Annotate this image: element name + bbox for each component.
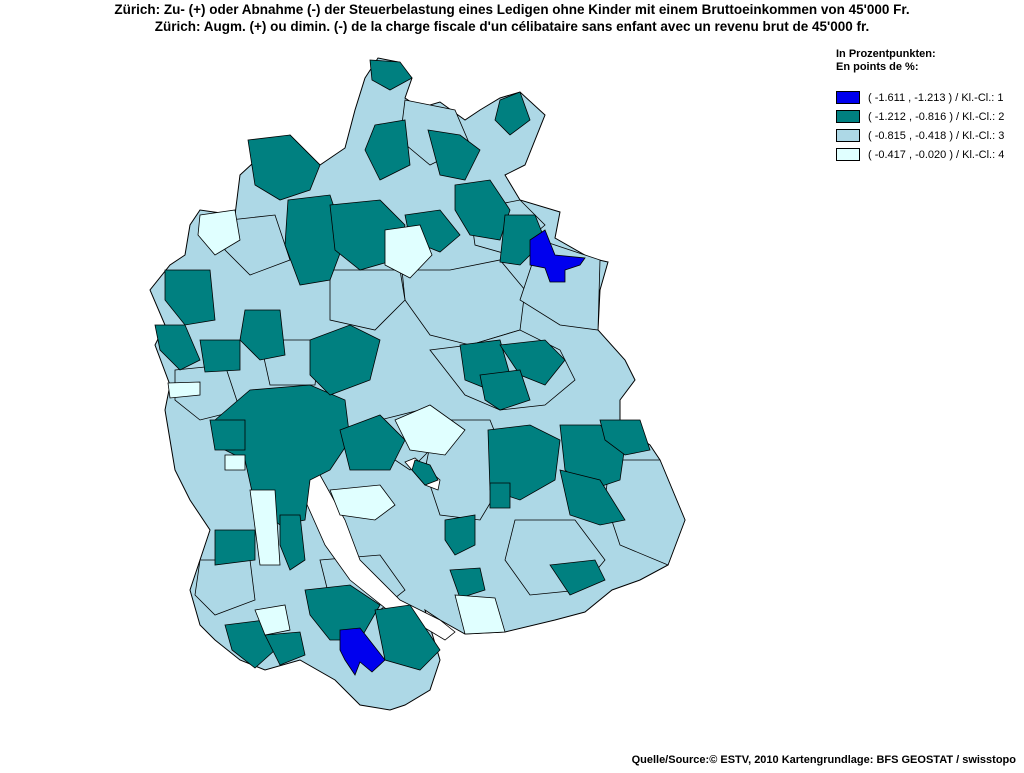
legend-items: ( -1.611 , -1.213 ) / Kl.-Cl.: 1 ( -1.21…: [836, 88, 1004, 164]
legend-item: ( -0.417 , -0.020 ) / Kl.-Cl.: 4: [836, 145, 1004, 164]
source-credit: Quelle/Source:© ESTV, 2010 Kartengrundla…: [631, 754, 1016, 766]
title-line-fr: Zürich: Augm. (+) ou dimin. (-) de la ch…: [154, 19, 870, 34]
legend-swatch-class-3: [836, 129, 860, 142]
map-legend: In Prozentpunkten: En points de %: ( -1.…: [836, 48, 1004, 164]
legend-label: ( -0.417 , -0.020 ) / Kl.-Cl.: 4: [868, 148, 1005, 161]
legend-item: ( -1.212 , -0.816 ) / Kl.-Cl.: 2: [836, 107, 1004, 126]
legend-swatch-class-1: [836, 91, 860, 104]
legend-item: ( -1.611 , -1.213 ) / Kl.-Cl.: 1: [836, 88, 1004, 107]
class-4-regions: [167, 209, 506, 636]
lake-zurich: [304, 469, 456, 641]
legend-label: ( -1.212 , -0.816 ) / Kl.-Cl.: 2: [868, 110, 1005, 123]
legend-label: ( -1.611 , -1.213 ) / Kl.-Cl.: 1: [868, 91, 1004, 104]
legend-label: ( -0.815 , -0.418 ) / Kl.-Cl.: 3: [868, 129, 1005, 142]
legend-swatch-class-2: [836, 110, 860, 123]
legend-header-de: In Prozentpunkten:: [836, 48, 936, 60]
legend-swatch-class-4: [836, 148, 860, 161]
legend-item: ( -0.815 , -0.418 ) / Kl.-Cl.: 3: [836, 126, 1004, 145]
class-1-regions: [339, 229, 586, 676]
class-2-regions: [154, 59, 651, 671]
legend-header-fr: En points de %:: [836, 61, 919, 73]
map-title: Zürich: Zu- (+) oder Abnahme (-) der Ste…: [0, 1, 1024, 35]
title-line-de: Zürich: Zu- (+) oder Abnahme (-) der Ste…: [114, 2, 910, 17]
